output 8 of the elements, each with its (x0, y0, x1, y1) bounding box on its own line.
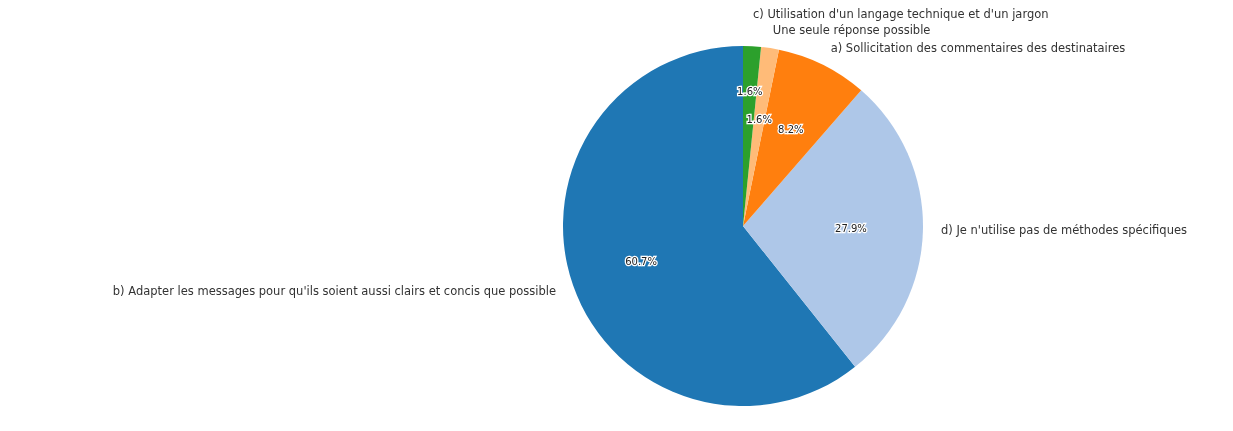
slice-label: Une seule réponse possible (772, 23, 931, 38)
slice-label: d) Je n'utilise pas de méthodes spécifiques (940, 223, 1188, 238)
data-label: 8.2% (778, 123, 804, 135)
data-label: 60.7% (625, 256, 657, 268)
slice-label: c) Utilisation d'un langage technique et d'un jargon (752, 7, 1049, 22)
data-label: 27.9% (835, 222, 867, 234)
slice-label: a) Sollicitation des commentaires des destinataires (830, 41, 1126, 56)
slice-label: b) Adapter les messages pour qu'ils soient aussi clairs et concis que possible (112, 284, 557, 299)
